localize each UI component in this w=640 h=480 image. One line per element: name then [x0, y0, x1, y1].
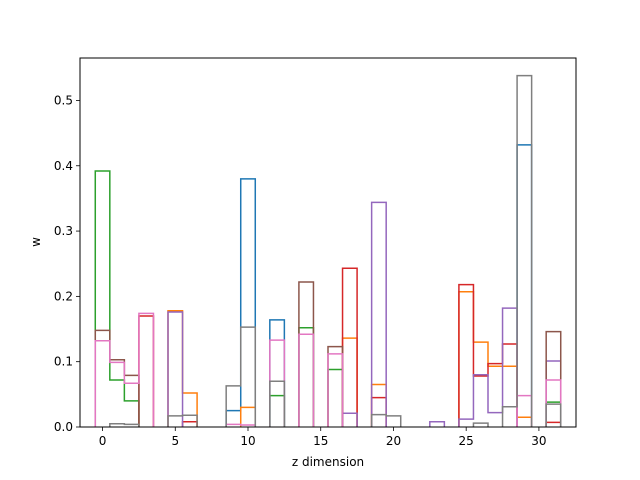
series-4-step-25 [458, 307, 518, 427]
series-2-step-31 [545, 401, 562, 427]
series-7-step-26 [472, 422, 489, 427]
series-7-step-31 [545, 403, 562, 427]
series-7-step-12 [269, 380, 286, 427]
series-6-step-29 [516, 394, 533, 427]
series-4-step-23 [429, 421, 446, 427]
x-tick-label: 15 [313, 434, 328, 448]
y-tick-label: 0.2 [54, 289, 73, 303]
series-3-step-17 [341, 267, 358, 427]
x-axis-ticks: 0 5 10 15 20 25 30 [99, 427, 547, 448]
y-tick-label: 0.3 [54, 224, 73, 238]
series-6-step-14 [298, 333, 315, 427]
series-6-step-0 [94, 312, 155, 427]
y-axis-ticks: 0.0 0.1 0.2 0.3 0.4 0.5 [54, 93, 80, 434]
axes-frame [79, 57, 577, 428]
series-0-step-29 [516, 144, 533, 427]
series-2-step-14 [298, 326, 315, 427]
series-4-step-19 [370, 201, 387, 427]
series-3-step-6 [181, 421, 198, 427]
x-axis-label: z dimension [292, 455, 364, 469]
series-3-step-31 [545, 421, 562, 427]
x-tick-label: 30 [531, 434, 546, 448]
x-tick-label: 5 [171, 434, 179, 448]
x-tick-label: 0 [99, 434, 107, 448]
series-7-step-28 [501, 74, 533, 427]
series-5-step-14 [298, 281, 315, 427]
x-tick-label: 25 [459, 434, 474, 448]
series-3 [138, 267, 562, 427]
y-axis-label: w [29, 237, 43, 247]
series-4-step-5 [167, 311, 184, 427]
series-2-step-16 [327, 368, 344, 427]
series-5-step-16 [327, 345, 344, 427]
x-tick-label: 20 [386, 434, 401, 448]
series-7-step-9 [225, 326, 257, 427]
series-1-step-25 [458, 291, 533, 427]
series-4-step-31 [545, 360, 562, 427]
series-2-step-12 [269, 394, 286, 427]
y-tick-label: 0.5 [54, 93, 73, 107]
series-4 [167, 201, 562, 427]
y-tick-label: 0.1 [54, 355, 73, 369]
series-0-step-12 [269, 319, 286, 427]
y-tick-label: 0.4 [54, 159, 73, 173]
series-7-step-19 [370, 413, 402, 427]
series-3-step-19 [370, 396, 387, 427]
series-7 [109, 74, 562, 427]
series-4-step-17 [341, 412, 358, 427]
series-1-step-10 [239, 406, 257, 427]
series-3-step-3 [138, 315, 155, 427]
y-tick-label: 0.0 [54, 420, 73, 434]
x-tick-label: 10 [240, 434, 255, 448]
series-6 [94, 312, 562, 427]
plot-area [94, 74, 562, 427]
series-7-step-1 [109, 422, 140, 427]
series-7-step-5 [167, 414, 198, 427]
series-1-step-19 [370, 383, 387, 427]
series-1 [167, 291, 533, 427]
series-0-step-9 [225, 178, 257, 427]
series-6-step-12 [269, 339, 286, 427]
series-6-step-16 [327, 353, 344, 427]
series-5-step-0 [94, 329, 140, 427]
series-3-step-25 [458, 283, 518, 427]
series-2-step-0 [94, 170, 140, 427]
